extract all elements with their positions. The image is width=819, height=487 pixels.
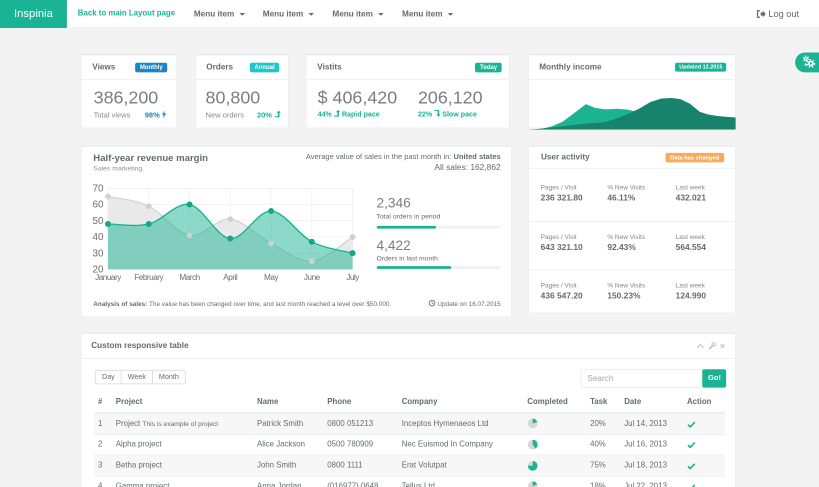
svg-text:20: 20 [92,264,103,275]
svg-text:July: July [346,272,360,281]
svg-text:April: April [223,272,238,281]
svg-text:60: 60 [92,199,103,210]
svg-text:50: 50 [92,216,103,227]
svg-text:February: February [134,272,164,281]
svg-text:June: June [304,272,321,281]
svg-text:March: March [179,272,200,281]
svg-text:January: January [95,272,122,281]
svg-text:30: 30 [92,248,103,259]
svg-text:May: May [264,272,279,281]
svg-text:40: 40 [92,232,103,243]
svg-text:70: 70 [92,183,103,194]
